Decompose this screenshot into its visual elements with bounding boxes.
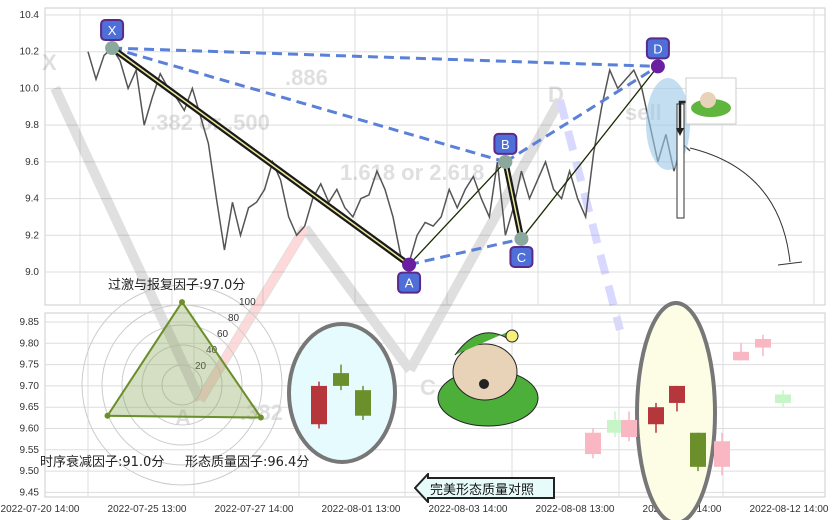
sample-pattern-ellipse xyxy=(287,322,397,464)
mascot-nose xyxy=(479,379,489,389)
candle xyxy=(648,407,664,425)
watermark-label: 1.618 or 2.618 xyxy=(340,160,484,185)
pattern-leg-inner xyxy=(504,161,523,240)
sample-candle xyxy=(333,373,349,386)
pattern-leg-thin xyxy=(408,161,506,266)
pattern-dashed-line xyxy=(408,237,522,267)
y-tick-label: 9.45 xyxy=(20,487,40,498)
radar-ring xyxy=(81,284,283,486)
arrow-head xyxy=(676,128,684,136)
pattern-point-marker xyxy=(397,271,422,294)
radar-point xyxy=(257,414,264,421)
pattern-point-label: C xyxy=(517,250,526,265)
candle xyxy=(669,385,685,403)
pattern-point-label: B xyxy=(501,137,510,152)
radar-tick-label: 100 xyxy=(239,297,256,308)
candle xyxy=(607,419,623,433)
radar-factor-label: 过激与报复因子:97.0分 xyxy=(108,278,245,293)
mascot-thumb-head xyxy=(700,92,716,108)
mascot-dog xyxy=(437,329,539,427)
y-tick-label: 9.85 xyxy=(20,317,40,328)
price-line xyxy=(87,46,691,265)
y-tick-label: 9.8 xyxy=(25,120,39,131)
top-plot-frame xyxy=(44,7,826,306)
candle xyxy=(621,419,637,438)
pattern-point-marker xyxy=(100,19,125,42)
pattern-dashed-line xyxy=(504,65,659,164)
radar-ring xyxy=(121,324,243,446)
pattern-point-label: D xyxy=(653,41,662,56)
pattern-leg-inner xyxy=(111,47,410,266)
radar-tick-label: 40 xyxy=(206,345,218,356)
radar-factor-label: 形态质量因子:96.4分 xyxy=(185,455,309,470)
radar-factor-label: 时序衰减因子:91.0分 xyxy=(40,454,164,470)
x-tick-label: 2022-08-03 14:00 xyxy=(429,504,508,515)
x-tick-label: 2022-07-20 14:00 xyxy=(1,504,80,515)
radar-ring xyxy=(141,344,223,426)
x-tick-label: 2022-07-27 14:00 xyxy=(215,504,294,515)
y-tick-label: 9.55 xyxy=(20,445,40,456)
x-tick-label: 2022-08-01 13:00 xyxy=(322,504,401,515)
compare-label: 完美形态质量对照 xyxy=(414,473,559,503)
pattern-point-marker xyxy=(645,37,670,60)
sample-candle xyxy=(311,385,327,425)
pattern-dashed-line xyxy=(112,46,658,68)
y-tick-label: 9.80 xyxy=(20,338,40,349)
radar-point xyxy=(104,412,111,419)
candle xyxy=(755,339,771,348)
radar-ring xyxy=(161,364,203,406)
pattern-point-dot xyxy=(650,59,665,74)
radar-outline xyxy=(105,300,263,419)
radar-tick-label: 60 xyxy=(217,329,229,340)
watermark-label: D xyxy=(548,82,564,107)
y-tick-label: 9.4 xyxy=(25,194,39,205)
pattern-point-label: A xyxy=(405,276,414,291)
projection-arc xyxy=(689,147,803,266)
watermark-label: C xyxy=(420,375,436,400)
y-tick-label: 9.50 xyxy=(20,466,40,477)
x-tick-label: 2022-07-25 13:00 xyxy=(108,504,187,515)
sample-candle xyxy=(355,390,371,416)
candle xyxy=(733,351,749,361)
watermark-label: X xyxy=(42,50,57,75)
y-tick-label: 10.2 xyxy=(20,47,40,58)
y-tick-label: 9.6 xyxy=(25,157,39,168)
y-tick-label: 9.60 xyxy=(20,424,40,435)
watermark-line-blue xyxy=(556,98,624,332)
radar-tick-label: 20 xyxy=(195,361,207,372)
pattern-point-label: X xyxy=(108,23,117,38)
radar-point xyxy=(179,299,185,306)
candle xyxy=(714,441,730,467)
y-tick-label: 9.70 xyxy=(20,381,40,392)
x-tick-label: 2022-08-12 14:00 xyxy=(750,504,829,515)
down-arrow-icon xyxy=(678,100,686,130)
pattern-point-marker xyxy=(493,132,518,155)
candle xyxy=(690,432,706,467)
y-tick-label: 9.0 xyxy=(25,267,39,278)
pattern-leg-thin xyxy=(520,65,659,240)
pattern-point-dot xyxy=(105,41,120,56)
pattern-point-dot xyxy=(514,231,529,246)
y-tick-label: 10.4 xyxy=(20,10,40,21)
watermark-label: .886 xyxy=(285,65,328,90)
y-tick-label: 9.75 xyxy=(20,360,40,371)
pattern-point-dot xyxy=(498,154,513,169)
y-tick-label: 10.0 xyxy=(20,83,40,94)
pattern-point-marker xyxy=(509,245,534,268)
pattern-dashed-line xyxy=(111,46,506,164)
arrow-left-icon xyxy=(414,473,555,503)
y-tick-label: 9.2 xyxy=(25,230,39,241)
x-tick-label: 2022-08-08 13:00 xyxy=(536,504,615,515)
candle xyxy=(775,394,791,403)
radar-tick-label: 80 xyxy=(228,313,240,324)
pattern-point-dot xyxy=(402,257,417,272)
candle xyxy=(585,432,601,455)
y-tick-label: 9.65 xyxy=(20,402,40,413)
mascot-head xyxy=(452,343,518,401)
mascot-hat-ball xyxy=(505,329,519,343)
